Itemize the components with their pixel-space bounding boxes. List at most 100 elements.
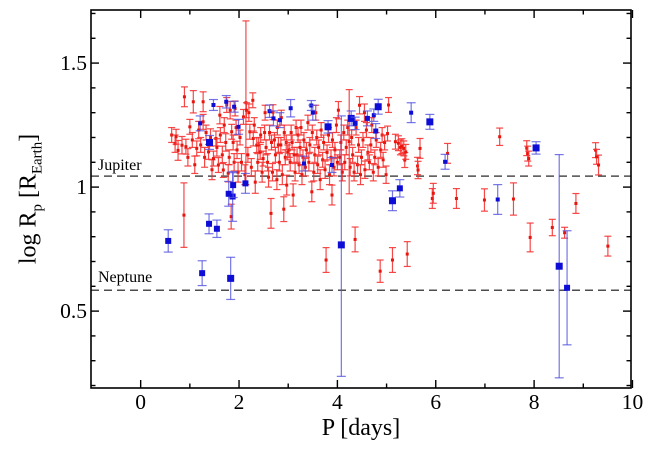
blue-square-marker: [198, 121, 203, 126]
data-point-red: [480, 188, 488, 212]
red-square-marker: [353, 237, 357, 241]
red-square-marker: [227, 155, 231, 159]
red-square-marker: [393, 140, 397, 144]
blue-square-marker: [443, 159, 448, 164]
data-point-red: [382, 165, 390, 184]
data-point-blue: [234, 118, 244, 135]
data-point-red: [311, 146, 319, 163]
blue-square-marker: [409, 110, 414, 115]
neptune-line-label: Neptune: [98, 269, 153, 286]
red-square-marker: [293, 170, 297, 174]
red-square-marker: [526, 152, 530, 156]
red-square-marker: [315, 135, 319, 139]
data-point-red: [320, 134, 328, 151]
red-square-marker: [321, 158, 325, 162]
red-square-marker: [563, 231, 567, 235]
red-square-marker: [207, 150, 211, 154]
red-square-marker: [246, 153, 250, 157]
data-point-red: [349, 146, 357, 163]
data-point-red: [385, 96, 393, 114]
red-square-marker: [197, 128, 201, 132]
red-square-marker: [253, 180, 257, 184]
red-square-marker: [525, 146, 529, 150]
red-square-marker: [338, 155, 342, 159]
red-square-marker: [258, 150, 262, 154]
red-square-marker: [210, 168, 214, 172]
red-square-marker: [234, 126, 238, 130]
red-square-marker: [184, 145, 188, 149]
data-point-red: [509, 182, 517, 216]
red-square-marker: [379, 148, 383, 152]
x-tick-label: 0: [135, 390, 146, 414]
data-point-red: [257, 126, 265, 144]
blue-square-marker: [211, 102, 216, 107]
data-point-red: [250, 117, 258, 134]
data-point-red: [275, 153, 283, 172]
data-point-blue: [163, 229, 173, 253]
data-point-red: [188, 131, 196, 149]
data-point-blue: [205, 134, 215, 150]
y-axis-title-text: log R: [15, 211, 42, 265]
data-point-red: [189, 90, 197, 114]
data-point-red: [236, 129, 244, 146]
red-square-marker: [218, 133, 222, 137]
blue-square-marker: [426, 118, 434, 126]
data-point-blue: [286, 98, 296, 118]
data-point-red: [414, 160, 422, 180]
red-square-marker: [307, 160, 311, 164]
red-square-marker: [312, 170, 316, 174]
red-square-marker: [340, 170, 344, 174]
data-point-red: [350, 162, 358, 182]
red-square-marker: [261, 157, 265, 161]
data-point-red: [273, 169, 281, 191]
red-square-marker: [269, 211, 273, 215]
red-square-marker: [594, 148, 598, 152]
blue-square-marker: [271, 116, 276, 121]
red-square-marker: [302, 138, 306, 142]
data-point-blue: [221, 94, 231, 109]
red-square-marker: [300, 173, 304, 177]
data-point-red: [180, 182, 188, 248]
red-square-marker: [280, 173, 284, 177]
data-point-red: [213, 138, 221, 157]
data-point-red: [429, 182, 437, 204]
red-square-marker: [238, 135, 242, 139]
red-square-marker: [248, 130, 252, 134]
data-point-blue: [268, 110, 278, 127]
data-point-blue: [224, 180, 234, 207]
red-square-marker: [308, 143, 312, 147]
data-point-red: [359, 131, 367, 149]
data-point-red: [351, 226, 359, 253]
red-square-marker: [358, 103, 362, 107]
data-point-red: [229, 134, 237, 151]
data-point-red: [308, 124, 316, 141]
data-point-blue: [531, 141, 541, 155]
data-point-red: [356, 95, 364, 115]
red-square-marker: [416, 168, 420, 172]
data-point-red: [245, 103, 253, 122]
data-point-red: [197, 136, 205, 153]
red-square-marker: [249, 165, 253, 169]
red-square-marker: [319, 128, 323, 132]
red-square-marker: [363, 168, 367, 172]
data-point-red: [384, 125, 392, 142]
data-point-red: [228, 123, 236, 140]
blue-square-marker: [206, 220, 213, 227]
red-square-marker: [310, 131, 314, 135]
red-square-marker: [201, 120, 205, 124]
red-square-marker: [190, 138, 194, 142]
data-point-red: [232, 119, 240, 136]
red-square-marker: [235, 148, 239, 152]
red-square-marker: [268, 131, 272, 135]
red-square-marker: [289, 131, 293, 135]
y-axis-title-bracket: [R: [15, 174, 42, 205]
data-point-red: [323, 144, 331, 161]
red-square-marker: [236, 170, 240, 174]
data-point-red: [357, 149, 365, 166]
red-square-marker: [269, 140, 273, 144]
blue-square-marker: [495, 197, 500, 202]
data-point-blue: [308, 104, 318, 121]
blue-square-marker: [206, 138, 214, 146]
red-square-marker: [374, 138, 378, 142]
red-square-marker: [283, 155, 287, 159]
